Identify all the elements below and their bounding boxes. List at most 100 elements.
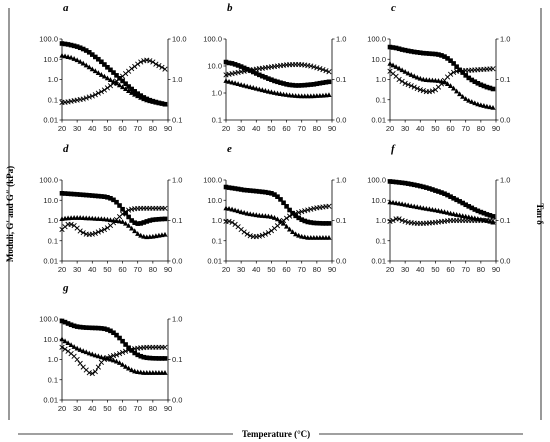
- data-point-square: [65, 191, 71, 197]
- data-point-square: [414, 50, 420, 55]
- data-point-square: [65, 42, 71, 47]
- data-point-square: [232, 62, 238, 67]
- data-point-triangle: [138, 232, 144, 238]
- data-point-square: [138, 353, 144, 359]
- data-point-triangle: [110, 357, 117, 363]
- data-point-triangle: [113, 218, 120, 223]
- series-triangle: [223, 78, 332, 99]
- data-point-x: [323, 68, 329, 74]
- data-point-square: [442, 54, 447, 59]
- data-point-square: [490, 86, 496, 92]
- data-point-square: [451, 195, 456, 201]
- data-point-x: [98, 228, 104, 234]
- data-point-square: [126, 214, 131, 220]
- data-point-square: [399, 47, 405, 52]
- data-point-square: [323, 79, 329, 85]
- data-point-square: [62, 319, 68, 325]
- data-point-triangle: [441, 209, 448, 215]
- x-tick-label: 70: [462, 124, 470, 133]
- data-point-triangle: [466, 97, 472, 103]
- data-point-square: [250, 69, 256, 75]
- right-tick-label: 1.0: [172, 176, 182, 185]
- data-point-square: [253, 188, 259, 194]
- data-point-square: [272, 78, 277, 84]
- data-point-square: [478, 209, 484, 215]
- data-point-square: [108, 195, 113, 201]
- data-point-triangle: [156, 100, 162, 106]
- data-point-triangle: [132, 228, 138, 234]
- x-tick-label: 90: [328, 124, 336, 133]
- data-point-square: [141, 354, 147, 360]
- right-tick-label: 0.1: [336, 216, 346, 225]
- x-tick-label: 40: [88, 265, 96, 274]
- data-point-square: [296, 83, 301, 88]
- data-point-x: [101, 87, 108, 93]
- right-tick-label: 0.1: [336, 75, 346, 84]
- data-point-square: [96, 325, 101, 331]
- data-point-triangle: [119, 361, 126, 367]
- data-point-triangle: [135, 231, 141, 236]
- data-point-square: [77, 45, 83, 51]
- data-point-triangle: [113, 80, 120, 86]
- data-point-square: [235, 63, 241, 68]
- data-point-x: [311, 64, 317, 70]
- data-point-square: [123, 81, 128, 87]
- panel-label: e: [227, 143, 232, 155]
- data-point-triangle: [277, 91, 284, 96]
- data-point-x: [89, 231, 95, 237]
- x-axis-title-bg: [233, 427, 319, 440]
- data-point-x: [268, 228, 275, 234]
- data-point-triangle: [232, 80, 238, 86]
- data-point-square: [83, 325, 89, 330]
- left-tick-label: 10.0: [371, 196, 386, 205]
- data-point-triangle: [460, 93, 466, 99]
- x-tick-label: 40: [416, 265, 424, 274]
- data-point-triangle: [426, 206, 432, 212]
- data-point-x: [122, 209, 129, 215]
- data-point-triangle: [226, 78, 232, 84]
- data-point-triangle: [481, 103, 487, 108]
- data-point-square: [141, 220, 147, 225]
- panel-label: c: [391, 2, 396, 14]
- x-tick-label: 40: [88, 124, 96, 133]
- panel-label: d: [63, 143, 69, 155]
- data-point-x: [229, 219, 235, 225]
- data-point-square: [439, 53, 444, 58]
- left-tick-label: 1.0: [212, 216, 222, 225]
- data-point-triangle: [138, 94, 144, 100]
- data-point-triangle: [469, 99, 475, 104]
- x-tick-label: 60: [446, 265, 454, 274]
- data-point-triangle: [150, 99, 156, 104]
- series-triangle: [59, 336, 168, 375]
- left-tick-label: 10.0: [207, 62, 222, 71]
- data-point-x: [107, 353, 114, 360]
- data-point-square: [305, 219, 311, 225]
- data-point-x: [77, 228, 83, 234]
- data-point-square: [74, 192, 80, 197]
- data-point-square: [402, 180, 408, 186]
- data-point-triangle: [444, 81, 451, 86]
- data-point-x: [396, 76, 402, 83]
- data-point-triangle: [59, 52, 65, 58]
- data-point-square: [487, 213, 493, 218]
- data-point-triangle: [262, 88, 268, 93]
- data-point-triangle: [238, 82, 244, 87]
- right-tick-label: 0.1: [172, 116, 182, 125]
- data-point-square: [311, 220, 317, 226]
- data-point-square: [238, 187, 244, 192]
- data-point-triangle: [259, 87, 265, 93]
- data-point-x: [317, 66, 323, 72]
- data-point-square: [71, 191, 77, 197]
- data-point-square: [311, 82, 317, 87]
- data-point-x: [122, 348, 129, 354]
- data-point-triangle: [481, 217, 487, 223]
- series-x: [59, 344, 168, 377]
- data-point-x: [402, 80, 408, 87]
- data-point-square: [323, 221, 329, 226]
- data-point-square: [278, 80, 283, 86]
- x-tick-label: 40: [252, 124, 260, 133]
- x-tick-label: 50: [431, 124, 439, 133]
- data-point-square: [65, 321, 71, 326]
- left-tick-label: 0.1: [48, 95, 58, 104]
